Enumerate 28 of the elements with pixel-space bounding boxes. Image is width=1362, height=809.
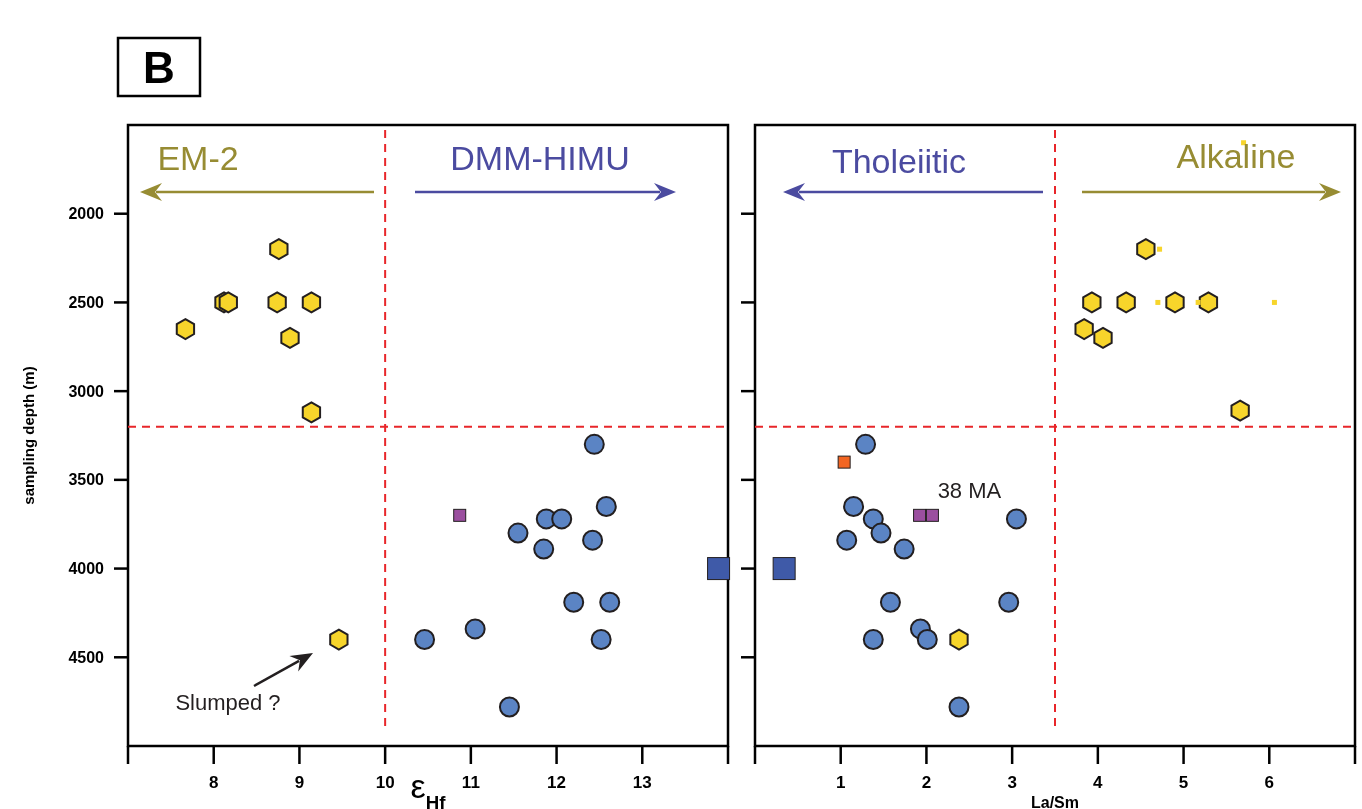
y-tick-label: 2000 [68, 205, 105, 223]
x-tick-label: 1 [835, 773, 846, 792]
y-tick-label: 2500 [68, 294, 105, 312]
x-tick-label: 8 [208, 773, 219, 792]
y-tick-label: 4500 [68, 648, 105, 666]
annotation: EM-2 [157, 139, 239, 177]
x-tick-label: 2 [921, 773, 932, 792]
y-axis-title: sampling depth (m) [20, 366, 37, 505]
x-tick-label: 12 [547, 773, 567, 792]
x-tick-label: 6 [1264, 773, 1275, 792]
y-tick-label: 3500 [68, 471, 105, 489]
annotation: Tholeiitic [831, 142, 967, 180]
x-tick-label: 3 [1007, 773, 1017, 792]
x-tick-label: 10 [375, 773, 395, 792]
annotation: Slumped ? [175, 690, 281, 715]
annotation: DMM-HIMU [450, 139, 630, 177]
annotation: Alkaline [1176, 137, 1296, 175]
x-axis-title: ε$_{Hf}$ [410, 767, 447, 809]
y-tick-label: 4000 [68, 560, 105, 578]
x-axis-title: La/Sm [1030, 794, 1080, 809]
x-tick-label: 4 [1093, 773, 1104, 792]
x-tick-label: 9 [294, 773, 305, 792]
x-tick-label: 5 [1178, 773, 1189, 792]
x-tick-label: 13 [632, 773, 652, 792]
chart-title: B [143, 43, 175, 92]
y-tick-label: 3000 [68, 382, 105, 400]
annotation: 38 MA [937, 478, 1002, 504]
x-tick-label: 11 [461, 773, 480, 792]
